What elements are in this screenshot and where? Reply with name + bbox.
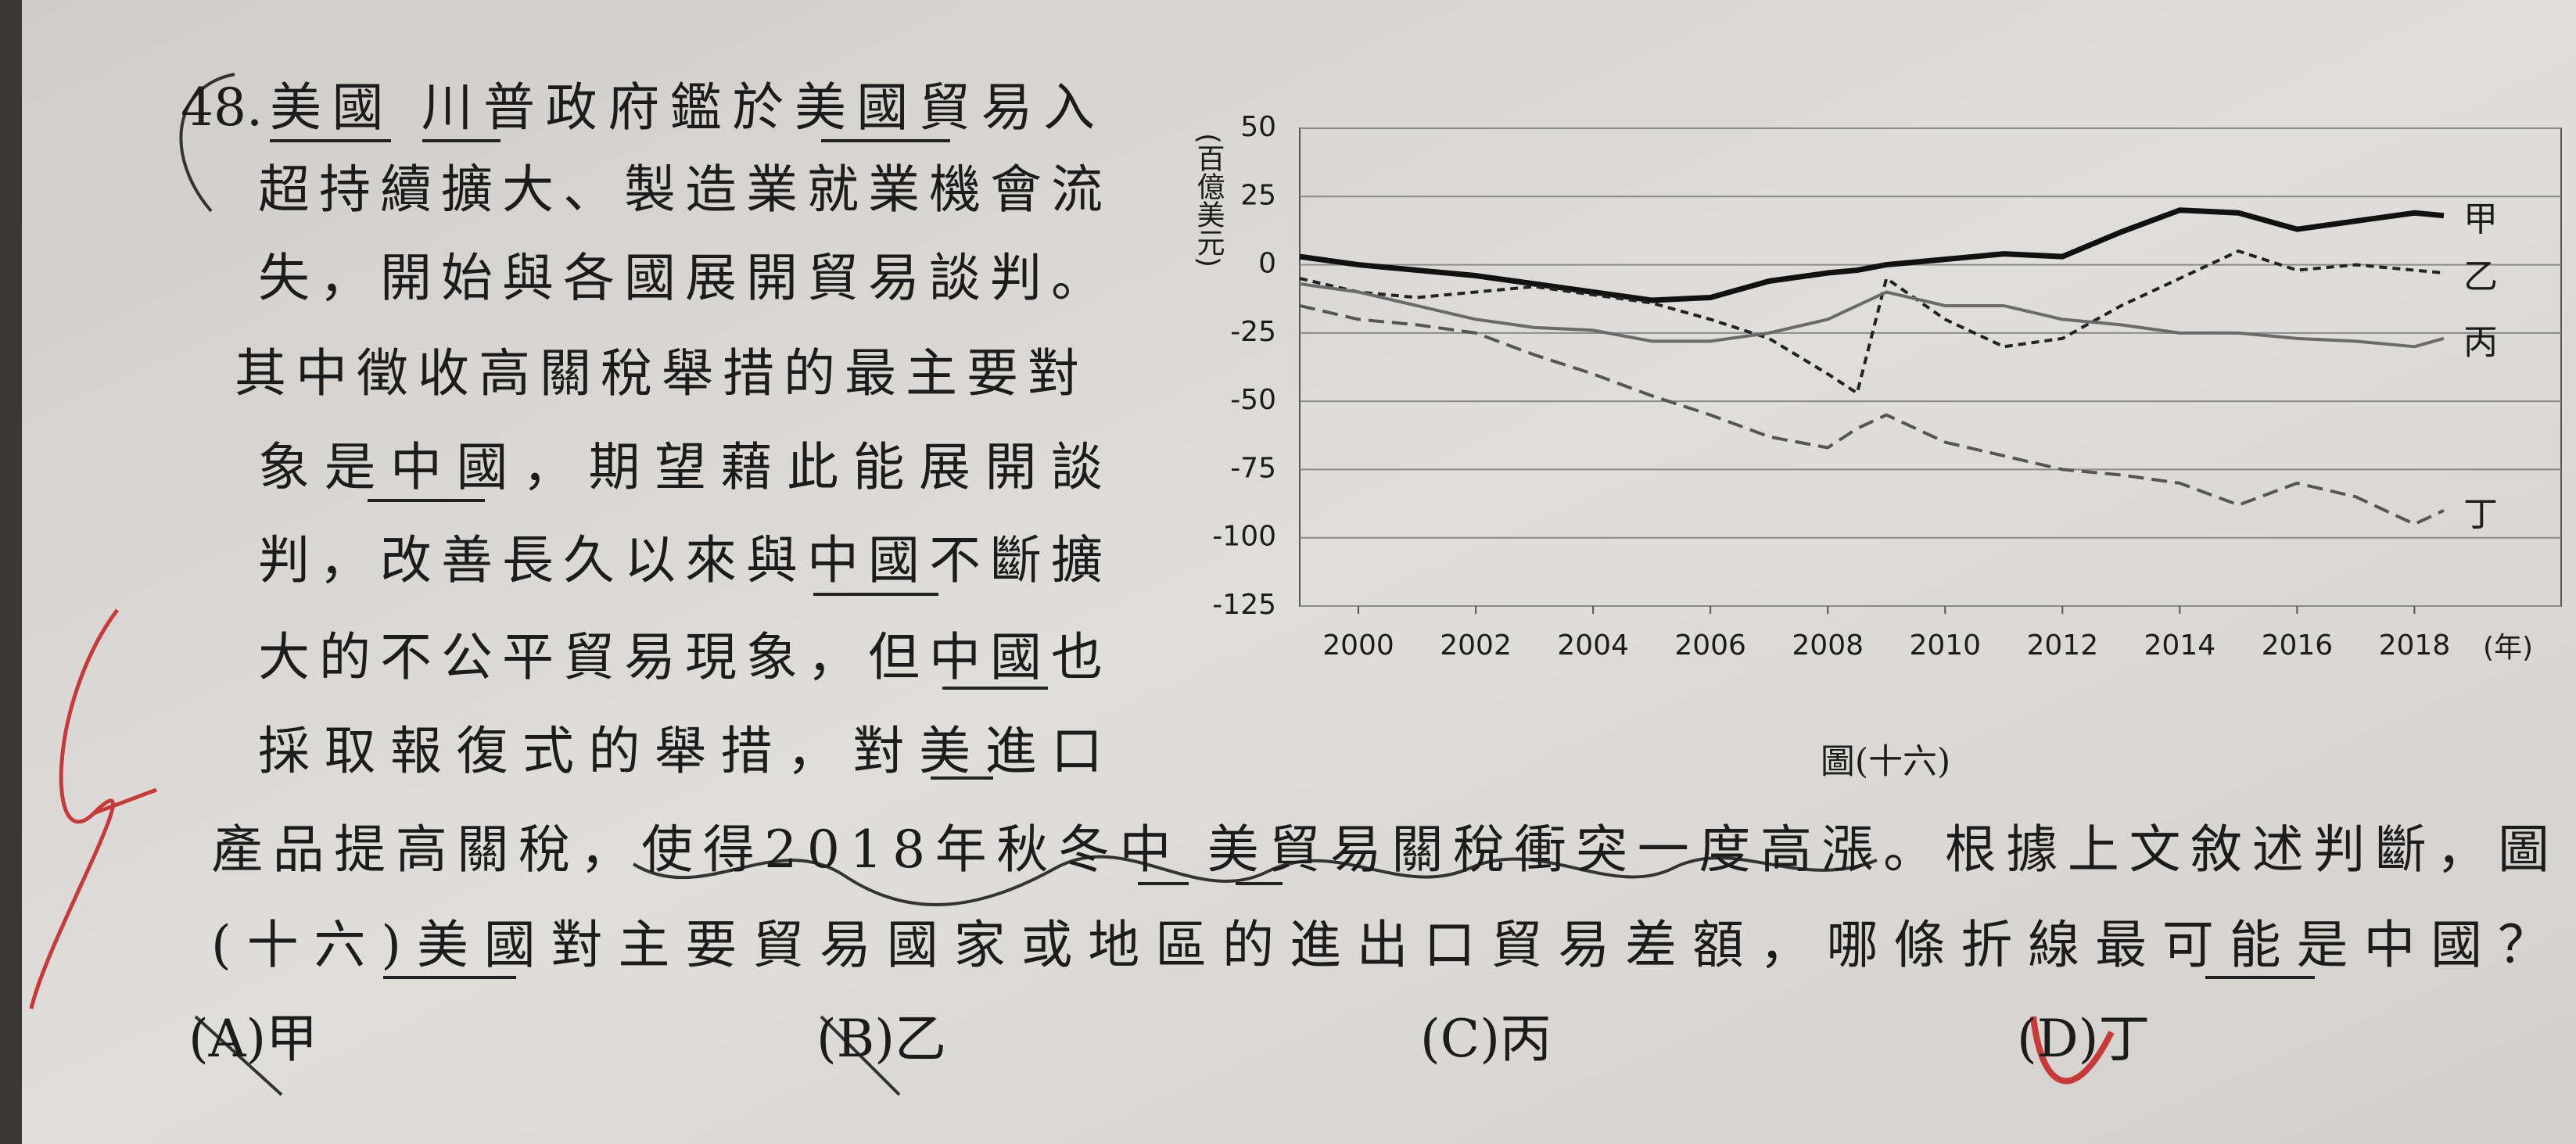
series-label: 丙 <box>2463 322 2498 362</box>
y-tick-label: -125 <box>1212 589 1276 621</box>
chart-caption: 圖(十六) <box>1821 742 1950 782</box>
y-tick-label: 0 <box>1258 248 1276 280</box>
option: (B)乙 <box>816 1009 946 1069</box>
y-tick-label: -75 <box>1230 452 1276 484</box>
y-tick-label: 50 <box>1240 111 1276 143</box>
x-tick-label: 2010 <box>1909 629 1981 662</box>
question-line: 採取報復式的舉措，對美進口 <box>258 721 1103 781</box>
question-line: 象是中國，期望藉此能展開談 <box>258 437 1103 497</box>
x-unit: (年) <box>2483 632 2533 664</box>
question-line: 產品提高關稅，使得2018年秋冬中 美貿易關稅衝突一度高漲。根據上文敘述判斷，圖 <box>211 819 2549 880</box>
y-tick-label: 25 <box>1240 179 1276 211</box>
series-line <box>1299 207 2445 303</box>
x-tick-label: 2014 <box>2144 629 2216 662</box>
question-line: 美國 川普政府鑑於美國貿易入 <box>270 77 1095 138</box>
x-tick-label: 2004 <box>1557 629 1629 662</box>
pen-wave <box>632 855 1878 906</box>
y-tick-label: -100 <box>1212 521 1276 553</box>
x-tick-label: 2008 <box>1792 629 1864 662</box>
x-tick-label: 2000 <box>1322 629 1394 662</box>
y-tick-label: -50 <box>1230 384 1276 416</box>
series-line <box>1299 249 2445 395</box>
page-edge <box>0 0 22 1144</box>
red-check <box>2030 1016 2115 1085</box>
series-label: 乙 <box>2463 257 2498 297</box>
pen-cross <box>194 1015 901 1096</box>
series-label: 丁 <box>2463 494 2498 534</box>
series-line <box>1299 282 2445 349</box>
x-tick-label: 2002 <box>1440 629 1512 662</box>
option: (D)丁 <box>2017 1009 2150 1069</box>
x-tick-label: 2006 <box>1674 629 1746 662</box>
x-tick-label: 2016 <box>2262 629 2334 662</box>
question-number: 48. <box>181 77 263 138</box>
series-line <box>1299 303 2445 526</box>
option: (A)甲 <box>188 1009 318 1069</box>
x-tick-label: 2012 <box>2026 629 2098 662</box>
red-mark <box>29 608 157 1010</box>
x-tick-label: 2018 <box>2379 629 2451 662</box>
y-tick-label: -25 <box>1230 316 1276 348</box>
question-line: (十六)美國對主要貿易國家或地區的進出口貿易差額，哪條折線最可能是中國？ <box>211 915 2549 975</box>
option: (C)丙 <box>1420 1009 1552 1069</box>
series-label: 甲 <box>2463 199 2498 239</box>
y-axis-label: (百億美元) <box>1193 133 1225 267</box>
chart: (年) 圖(十六) -125 -100 -75 -50 -25 0 25 50 2000 2002… <box>1193 111 2562 782</box>
pen-circle <box>179 73 235 213</box>
